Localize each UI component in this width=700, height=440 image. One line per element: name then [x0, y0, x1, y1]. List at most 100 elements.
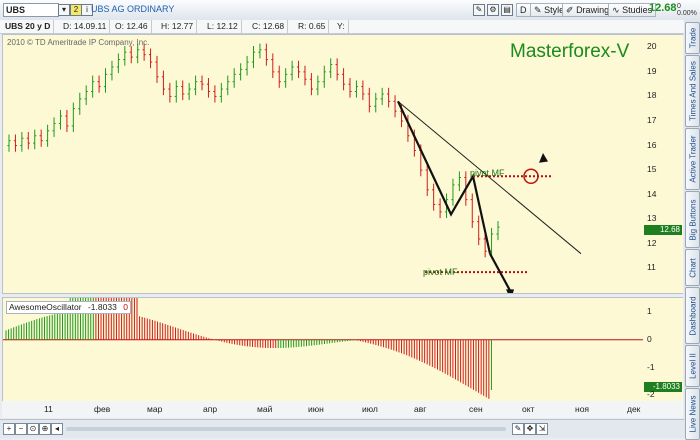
settings-icon[interactable]: ✎	[512, 423, 524, 435]
time-tick-label: 11	[44, 404, 53, 414]
zoom-in-icon[interactable]: +	[3, 423, 15, 435]
osc-tick-label: -1	[647, 361, 655, 372]
oscillator-axis[interactable]: -1.8033 1 0 -1 -2	[643, 297, 683, 402]
d-button[interactable]: D	[516, 3, 531, 17]
side-tab-active-trader[interactable]: Active Trader	[685, 128, 700, 190]
price-tick-label: 20	[647, 41, 657, 52]
bottom-toolbar: + − ⊙ ⊕ ◂ ✎ ✥ ⇲	[0, 419, 684, 438]
price-tick-label: 16	[647, 139, 657, 150]
side-tab-label: Active Trader	[688, 135, 697, 183]
symbol-description: UBS AG ORDINARY	[91, 4, 175, 14]
range-value: R: 0.65	[295, 20, 330, 33]
pivot-label-upper: pivot MF	[470, 168, 505, 178]
price-tick-label: 15	[647, 164, 657, 175]
copyright-text: 2010 © TD Ameritrade IP Company, Inc.	[7, 38, 150, 47]
price-change-abs: 0	[677, 3, 681, 10]
oscillator-label[interactable]: AwesomeOscillator -1.8033 0	[6, 301, 131, 314]
osc-zero: 0	[123, 302, 128, 312]
top-toolbar: UBS ▾ 2 i UBS AG ORDINARY ✎ ⚙ ▤ D ✎ Styl…	[0, 0, 700, 21]
price-tick-label: 13	[647, 213, 657, 224]
time-tick-label: дек	[627, 404, 641, 414]
drawings-icon: ✐	[566, 5, 574, 15]
side-tab-level-ii[interactable]: Level II	[685, 345, 700, 387]
side-tab-live-news[interactable]: Live News	[685, 388, 700, 440]
y-value: Y:	[334, 20, 349, 33]
dropdown-arrow-icon[interactable]: ▾	[58, 4, 70, 16]
time-tick-label: сен	[469, 404, 483, 414]
high-value: H: 12.77	[158, 20, 198, 33]
watermark-text: Masterforex-V	[510, 41, 630, 62]
osc-value-badge: -1.8033	[644, 382, 682, 392]
time-axis[interactable]: 11 фев мар апр май июн июл авг сен окт ноя дек	[2, 401, 683, 418]
price-tick-label: 18	[647, 90, 657, 101]
target-arrow-icon	[539, 152, 548, 163]
studies-icon: ∿	[612, 5, 620, 15]
price-tick-label: 14	[647, 188, 657, 199]
open-value: O: 12.46	[112, 20, 152, 33]
time-tick-label: июн	[308, 404, 324, 414]
price-change-pct: 0.00%	[677, 10, 697, 17]
price-chart[interactable]	[3, 35, 643, 293]
osc-tick-label: 0	[647, 333, 652, 344]
studies-label: Studies	[622, 5, 653, 15]
osc-value: -1.8033	[87, 302, 117, 312]
side-tab-dashboard[interactable]: Dashboard	[685, 287, 700, 344]
info-icon[interactable]: i	[81, 4, 93, 16]
price-tick-label: 17	[647, 115, 657, 125]
symbol-input[interactable]: UBS	[3, 3, 59, 17]
time-tick-label: июл	[362, 404, 378, 414]
drawings-label: Drawings	[576, 5, 614, 15]
zoom-reset-icon[interactable]: ⊕	[39, 423, 51, 435]
table-icon[interactable]: ▤	[501, 4, 513, 16]
oscillator-panel[interactable]: AwesomeOscillator -1.8033 0	[2, 297, 644, 402]
time-tick-label: окт	[522, 404, 535, 414]
zoom-out-icon[interactable]: −	[15, 423, 27, 435]
studies-button[interactable]: ∿ Studies	[608, 3, 657, 17]
side-tab-label: Dashboard	[688, 295, 697, 336]
zoom-fit-icon[interactable]: ⊙	[27, 423, 39, 435]
scrollbar-track[interactable]	[66, 427, 506, 431]
pivot-label-lower: pivot MF	[423, 267, 458, 277]
price-axis[interactable]: 12.68 20 19 18 17 16 15 14 13 12 11	[643, 34, 683, 294]
osc-name: AwesomeOscillator	[9, 302, 82, 312]
projection-arrow-line	[489, 253, 511, 292]
target-circle	[523, 168, 539, 185]
price-tick-label: 19	[647, 65, 657, 76]
style-label: Style	[544, 5, 565, 15]
arrow-head	[506, 289, 514, 293]
side-tab-label: Trade	[688, 27, 697, 49]
side-tab-label: Level II	[688, 353, 697, 379]
tools-icon[interactable]: ⚙	[487, 4, 499, 16]
style-icon: ✎	[534, 5, 542, 15]
pan-icon[interactable]: ✥	[524, 423, 536, 435]
osc-tick-label: -2	[647, 389, 655, 400]
price-tick-label: 12	[647, 237, 657, 248]
osc-tick-label: 1	[647, 305, 652, 316]
side-tab-big-buttons[interactable]: Big Buttons	[685, 191, 700, 248]
time-tick-label: мар	[147, 404, 163, 414]
side-tab-times-and-sales[interactable]: Times And Sales	[685, 55, 700, 127]
time-tick-label: ноя	[575, 404, 590, 414]
price-tick-label: 11	[647, 262, 656, 273]
date-value: D: 14.09.11	[60, 20, 111, 33]
side-tab-chart[interactable]: Chart	[685, 249, 700, 286]
side-tabs: Trade Times And Sales Active Trader Big But…	[684, 20, 700, 440]
side-tab-trade[interactable]: Trade	[685, 22, 700, 54]
price-chart-panel[interactable]: 2010 © TD Ameritrade IP Company, Inc. Ma…	[2, 34, 644, 294]
last-price: 12.68	[649, 2, 677, 14]
crosshair-icon[interactable]: ✎	[473, 4, 485, 16]
time-tick-label: май	[257, 404, 273, 414]
trendline-long	[397, 100, 582, 255]
side-tab-label: Times And Sales	[688, 61, 697, 121]
period-label[interactable]: UBS 20 y D	[2, 20, 55, 33]
low-value: L: 12.12	[204, 20, 242, 33]
close-value: C: 12.68	[249, 20, 289, 33]
side-tab-label: Live News	[688, 395, 697, 433]
time-tick-label: апр	[203, 404, 218, 414]
style-button[interactable]: ✎ Style	[530, 3, 569, 17]
ruler-icon[interactable]: ⇲	[536, 423, 548, 435]
wave-drawing	[397, 100, 492, 254]
oscillator-chart[interactable]	[3, 298, 643, 401]
last-price-badge: 12.68	[644, 225, 682, 235]
scroll-left-icon[interactable]: ◂	[51, 423, 63, 435]
